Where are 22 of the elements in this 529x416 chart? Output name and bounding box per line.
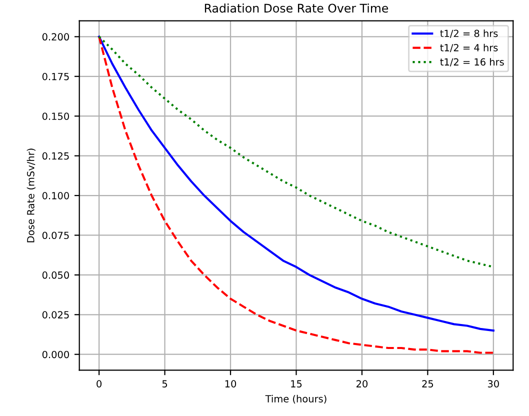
x-tick-label: 10 [225, 380, 236, 388]
y-tick-label: 0.150 [42, 112, 69, 120]
y-tick-label: 0.175 [42, 72, 69, 80]
y-tick-label: 0.125 [42, 152, 69, 160]
x-tick-label: 25 [422, 380, 434, 388]
y-tick-label: 0.050 [42, 271, 69, 279]
chart-title: Radiation Dose Rate Over Time [204, 3, 388, 13]
y-tick-label: 0.025 [42, 311, 69, 318]
x-tick-label: 5 [162, 380, 168, 388]
y-tick-label: 0.200 [42, 33, 69, 41]
x-axis-title: Time (hours) [265, 394, 326, 404]
y-tick-label: 0.000 [42, 350, 69, 358]
x-tick-label: 30 [488, 380, 499, 388]
y-tick-label: 0.075 [42, 232, 69, 240]
legend-label: t1/2 = 8 hrs [440, 30, 498, 38]
y-tick-label: 0.100 [42, 192, 69, 200]
x-tick-label: 20 [356, 380, 368, 388]
y-axis-title: Dose Rate (mSv/hr) [26, 148, 36, 242]
legend-label: t1/2 = 16 hrs [440, 58, 504, 66]
x-tick-label: 15 [291, 380, 302, 388]
legend-label: t1/2 = 4 hrs [440, 44, 498, 52]
x-tick-label: 0 [96, 380, 102, 388]
